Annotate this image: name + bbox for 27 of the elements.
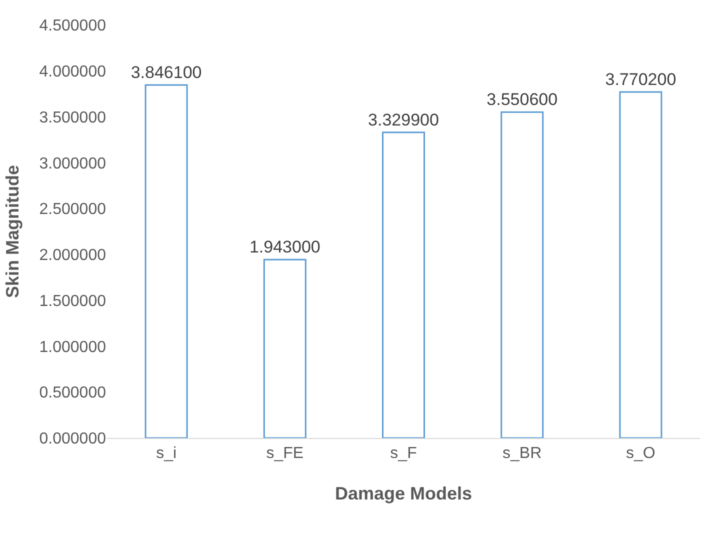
data-label: 1.943000 [249, 238, 320, 257]
data-label: 3.846100 [130, 63, 202, 82]
y-tick-label: 0.000000 [39, 430, 106, 448]
bar [619, 91, 662, 438]
x-tick-label: s_BR [502, 445, 542, 462]
x-tick-label: s_O [626, 445, 656, 462]
bar [500, 111, 544, 438]
x-tick-label: s_i [156, 445, 177, 462]
y-tick-label: 4.500000 [39, 18, 106, 35]
x-tick-label: s_FE [266, 445, 304, 462]
bar [382, 132, 426, 438]
y-axis-title: Skin Magnitude [2, 164, 22, 298]
y-tick-label: 4.000000 [39, 63, 106, 80]
y-tick-label: 3.000000 [39, 155, 106, 172]
bar [263, 258, 306, 438]
y-tick-label: 0.500000 [39, 384, 106, 402]
x-tick-label: s_F [390, 445, 418, 462]
y-tick-label: 2.000000 [39, 247, 106, 264]
y-tick-label: 3.500000 [39, 109, 106, 126]
y-tick-label: 1.500000 [39, 292, 106, 310]
y-tick-label: 1.000000 [39, 338, 106, 356]
data-label: 3.550600 [486, 90, 558, 110]
data-label: 3.770200 [605, 70, 676, 89]
y-tick-label: 2.500000 [39, 201, 106, 218]
x-axis-title: Damage Models [334, 483, 472, 504]
data-label: 3.329900 [368, 110, 439, 130]
bar [144, 84, 188, 438]
